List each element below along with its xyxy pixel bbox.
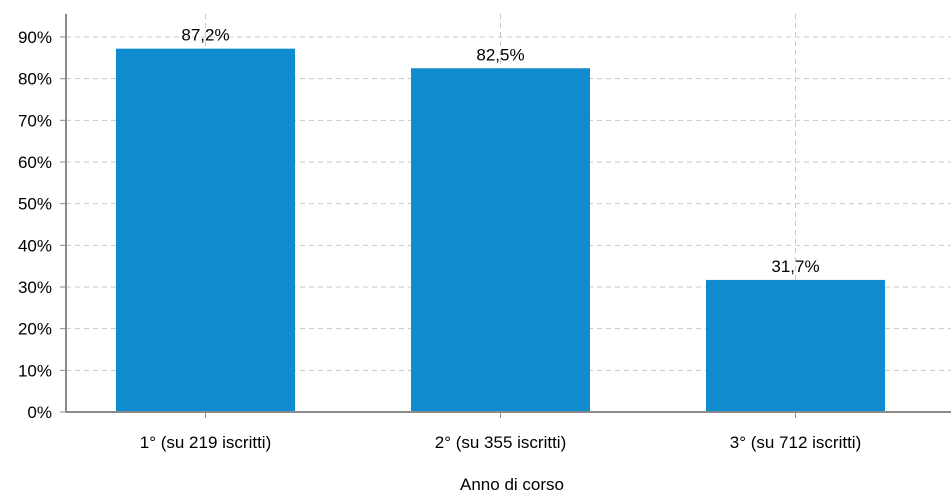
y-tick-label: 40%: [18, 236, 52, 255]
x-tick-label: 3° (su 712 iscritti): [730, 433, 862, 452]
y-tick-label: 70%: [18, 111, 52, 130]
bar-data-label: 31,7%: [771, 257, 819, 276]
bar-data-label: 87,2%: [181, 26, 229, 45]
data-labels: 87,2% 82,5% 31,7%: [181, 26, 819, 276]
y-tick-label: 90%: [18, 28, 52, 47]
x-tick-label: 2° (su 355 iscritti): [435, 433, 567, 452]
y-tick-labels: 0% 10% 20% 30% 40% 50% 60% 70% 80% 90%: [18, 28, 52, 422]
x-axis-title: Anno di corso: [460, 475, 564, 494]
bar: [116, 48, 295, 413]
bars: [116, 48, 885, 413]
y-tick-label: 80%: [18, 70, 52, 89]
x-tick-label: 1° (su 219 iscritti): [140, 433, 272, 452]
axes: [60, 14, 951, 418]
y-tick-label: 20%: [18, 320, 52, 339]
y-tick-label: 50%: [18, 195, 52, 214]
bar: [706, 279, 885, 412]
y-tick-label: 0%: [27, 403, 52, 422]
x-tick-labels: 1° (su 219 iscritti) 2° (su 355 iscritti)…: [140, 433, 862, 452]
bar-data-label: 82,5%: [476, 45, 524, 64]
y-tick-label: 10%: [18, 361, 52, 380]
y-tick-label: 60%: [18, 153, 52, 172]
bar: [411, 68, 590, 412]
y-tick-label: 30%: [18, 278, 52, 297]
